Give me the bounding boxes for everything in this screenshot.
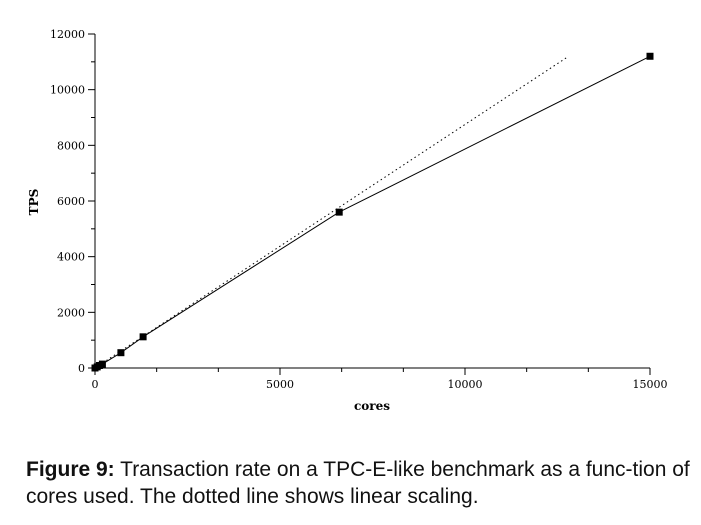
- plot-area: [91, 52, 654, 372]
- figure-caption: Figure 9: Transaction rate on a TPC-E-li…: [26, 456, 698, 510]
- data-point: [139, 333, 147, 341]
- caption-text: Transaction rate on a TPC-E-like benchma…: [26, 458, 690, 508]
- data-point: [646, 52, 654, 60]
- linear-scaling-line: [94, 55, 569, 369]
- y-tick-label: 10000: [50, 84, 85, 97]
- data-point: [98, 360, 106, 368]
- y-tick-label: 4000: [57, 251, 85, 264]
- y-tick-label: 12000: [50, 28, 85, 41]
- tick-labels: 0 2000 4000 6000 8000 10000 12000 0 5000 10000 150…: [50, 28, 668, 391]
- series-line: [94, 55, 651, 369]
- y-axis-title: TPS: [27, 189, 41, 216]
- data-point: [335, 208, 343, 216]
- x-axis-title: cores: [354, 399, 390, 413]
- data-point: [117, 349, 125, 357]
- y-tick-label: 2000: [57, 306, 85, 319]
- x-tick-label: 5000: [266, 378, 294, 391]
- x-tick-label: 15000: [633, 378, 668, 391]
- x-tick-label: 0: [92, 378, 99, 391]
- caption-label: Figure 9:: [26, 458, 115, 481]
- axes: [94, 34, 650, 369]
- ticks: [88, 33, 651, 375]
- y-tick-label: 0: [78, 362, 85, 375]
- x-tick-label: 10000: [448, 378, 483, 391]
- chart: 0 2000 4000 6000 8000 10000 12000 0 5000 10000 150…: [27, 28, 668, 413]
- y-tick-label: 8000: [57, 139, 85, 152]
- y-tick-label: 6000: [57, 195, 85, 208]
